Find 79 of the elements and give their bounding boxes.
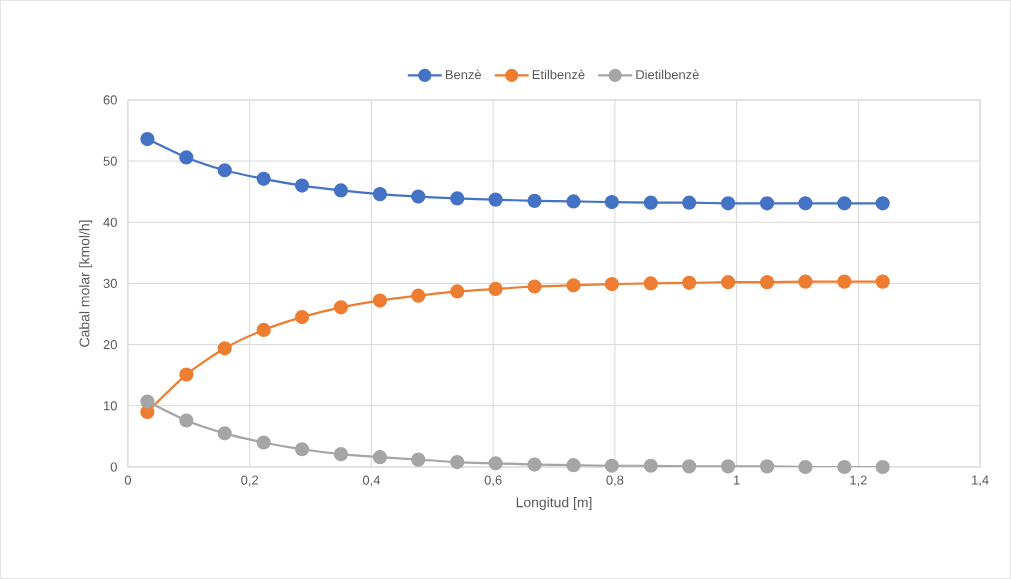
point	[488, 192, 503, 207]
y-tick-label: 40	[103, 217, 117, 227]
point	[721, 196, 736, 211]
y-axis-title: Cabal molar [kmol/h]	[79, 220, 93, 347]
x-tick-label: 0	[124, 475, 132, 485]
point	[333, 300, 349, 315]
point	[604, 458, 619, 473]
x-tick-label: 0,4	[362, 475, 381, 487]
point	[643, 195, 658, 210]
point	[798, 196, 813, 211]
point	[837, 459, 852, 475]
y-tick-label: 10	[103, 401, 117, 411]
point	[721, 275, 736, 290]
point	[837, 274, 852, 289]
y-tick-label: 20	[103, 340, 117, 350]
point	[256, 171, 271, 186]
point	[179, 367, 194, 382]
point	[179, 150, 194, 165]
point	[333, 183, 349, 198]
point	[488, 456, 503, 471]
point	[759, 196, 775, 211]
x-tick-label: 0,6	[484, 475, 502, 487]
point	[682, 275, 697, 290]
point	[643, 458, 658, 473]
y-tick-label: 0	[110, 462, 117, 472]
point	[217, 341, 232, 356]
point	[721, 459, 736, 474]
point	[372, 450, 388, 465]
point	[527, 279, 542, 294]
point	[604, 195, 619, 210]
point	[837, 196, 852, 211]
point	[294, 310, 310, 325]
point	[217, 426, 232, 441]
point	[140, 394, 155, 409]
point	[566, 194, 581, 209]
point	[604, 277, 619, 292]
point	[294, 442, 310, 457]
point	[217, 163, 232, 178]
point	[527, 457, 542, 472]
y-tick-label: 50	[103, 156, 117, 166]
point	[411, 452, 426, 467]
point	[527, 193, 542, 208]
x-tick-label: 1,2	[850, 475, 867, 487]
point	[450, 455, 465, 470]
y-tick-label: 60	[103, 95, 117, 105]
point	[256, 322, 271, 338]
point	[372, 293, 388, 308]
point	[682, 459, 697, 474]
point	[411, 189, 426, 204]
point	[566, 278, 581, 293]
point	[798, 274, 813, 289]
point	[759, 275, 775, 290]
x-tick-label: 1,4	[972, 475, 989, 487]
point	[682, 195, 697, 210]
point	[333, 447, 349, 462]
point	[294, 178, 310, 193]
point	[372, 187, 388, 202]
x-tick-label: 1	[734, 475, 740, 485]
point	[488, 281, 503, 297]
legend-label: Benzè	[445, 69, 482, 80]
point	[643, 276, 658, 291]
point	[256, 435, 271, 450]
x-axis-title: Longitud [m]	[516, 497, 592, 511]
point	[798, 459, 813, 475]
legend-label: Etilbenzè	[532, 69, 585, 80]
point	[450, 191, 465, 206]
legend-label: Dietilbenzè	[636, 69, 699, 80]
point	[140, 132, 155, 147]
point	[411, 288, 426, 303]
point	[759, 459, 775, 474]
point	[875, 274, 890, 289]
point	[566, 458, 581, 473]
x-tick-label: 0,2	[241, 475, 259, 487]
x-tick-label: 0,8	[606, 475, 624, 487]
y-tick-label: 30	[103, 278, 117, 289]
point	[450, 284, 465, 299]
point	[875, 196, 890, 211]
point	[875, 459, 890, 475]
point	[179, 413, 194, 428]
